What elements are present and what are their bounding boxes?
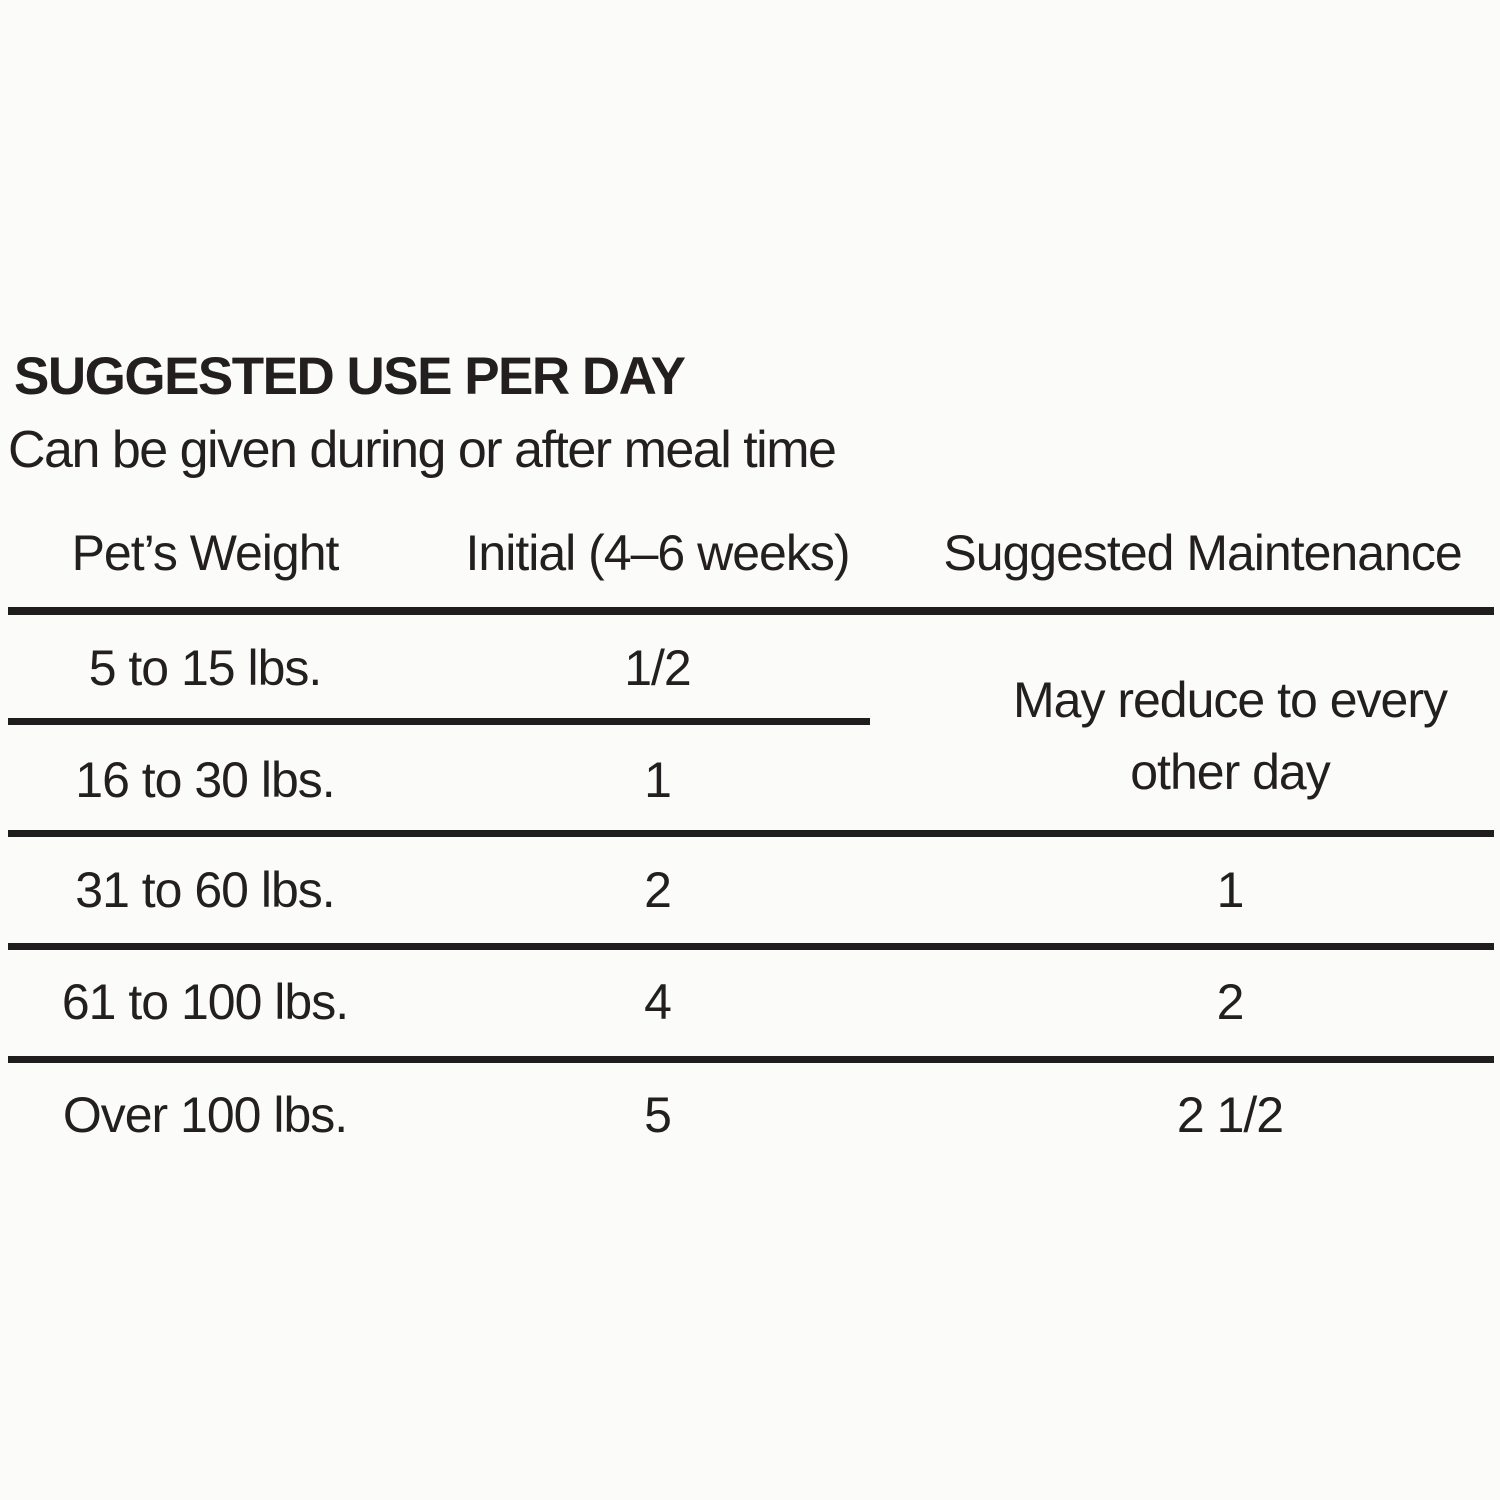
weight-cell: 16 to 30 lbs. (75, 752, 335, 808)
page-title: SUGGESTED USE PER DAY (14, 347, 686, 406)
header-rule (8, 607, 1494, 615)
merged-maintenance-note-line: May reduce to every (1013, 672, 1448, 728)
weight-cell: Over 100 lbs. (62, 1087, 348, 1143)
weight-cell: 31 to 60 lbs. (75, 862, 335, 918)
row-rule (8, 830, 1494, 837)
table-row: 16 to 30 lbs. 1 (0, 724, 1500, 836)
table-header-row: Pet’s Weight Initial (4–6 weeks) Suggest… (0, 497, 1500, 609)
table-row: 31 to 60 lbs. 2 1 (0, 834, 1500, 946)
col-header-initial: Initial (4–6 weeks) (465, 525, 851, 581)
row-rule (8, 1056, 1494, 1063)
partial-row-rule (8, 718, 870, 725)
col-header-pet-weight: Pet’s Weight (71, 525, 340, 581)
maintenance-cell: 1 (1216, 862, 1245, 918)
merged-maintenance-note-line: other day (1130, 744, 1330, 800)
maintenance-cell: 2 (1216, 974, 1245, 1030)
initial-cell: 5 (644, 1087, 672, 1143)
merged-maintenance-note: May reduce to every other day (905, 618, 1500, 836)
table-row: Over 100 lbs. 5 2 1/2 (0, 1059, 1500, 1171)
weight-cell: 5 to 15 lbs. (88, 640, 323, 696)
initial-cell: 1/2 (624, 640, 692, 696)
table-row: 61 to 100 lbs. 4 2 (0, 946, 1500, 1058)
maintenance-cell: 2 1/2 (1176, 1087, 1284, 1143)
initial-cell: 2 (644, 862, 672, 918)
page-subtitle: Can be given during or after meal time (8, 421, 837, 479)
col-header-maintenance: Suggested Maintenance (943, 525, 1462, 581)
weight-cell: 61 to 100 lbs. (61, 974, 349, 1030)
table-row: 5 to 15 lbs. 1/2 (0, 612, 1500, 724)
row-rule (8, 943, 1494, 950)
initial-cell: 4 (644, 974, 672, 1030)
initial-cell: 1 (644, 752, 672, 808)
